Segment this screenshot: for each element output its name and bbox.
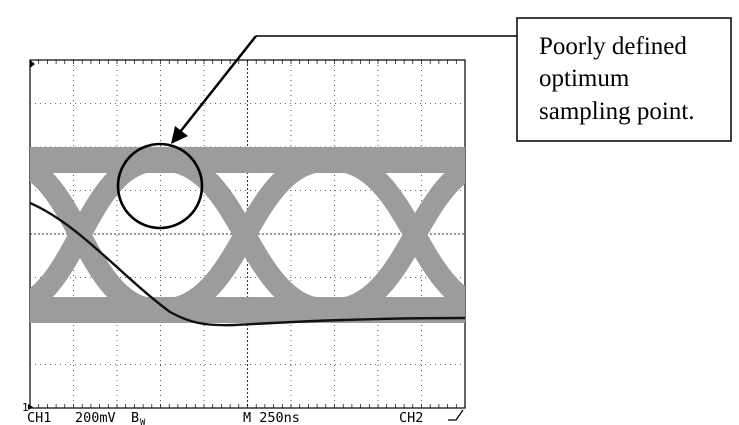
callout: Poorly defined optimum sampling point. [116,17,732,230]
scope-screen: 1 [22,59,466,414]
scope-readout: CH1 200mV B W M 250ns CH2 [27,409,464,425]
trigger-marker-icon [30,60,35,68]
ground-marker-icon: 1 [22,401,33,414]
highlight-circle [116,142,204,230]
timebase-readout: M 250ns [243,410,300,425]
ch1-bandwidth-sub: W [140,418,146,425]
ch1-bandwidth-mark: B [131,410,139,425]
arrow-shaft [179,35,257,133]
rising-edge-icon [448,409,464,421]
callout-line-3: sampling point. [539,98,695,125]
ground-marker-label: 1 [22,401,29,414]
ch2-label: CH2 [399,410,423,425]
callout-box [516,17,732,142]
eye-transition-rising [159,149,331,321]
ch1-scale: 200mV [75,410,116,425]
eye-transition-rising [329,157,465,321]
callout-line-1: Poorly defined [539,33,687,60]
single-trace [30,201,465,327]
ch1-label: CH1 [27,410,51,425]
arrow-head-icon [171,126,188,144]
callout-line-2: optimum [539,65,630,92]
